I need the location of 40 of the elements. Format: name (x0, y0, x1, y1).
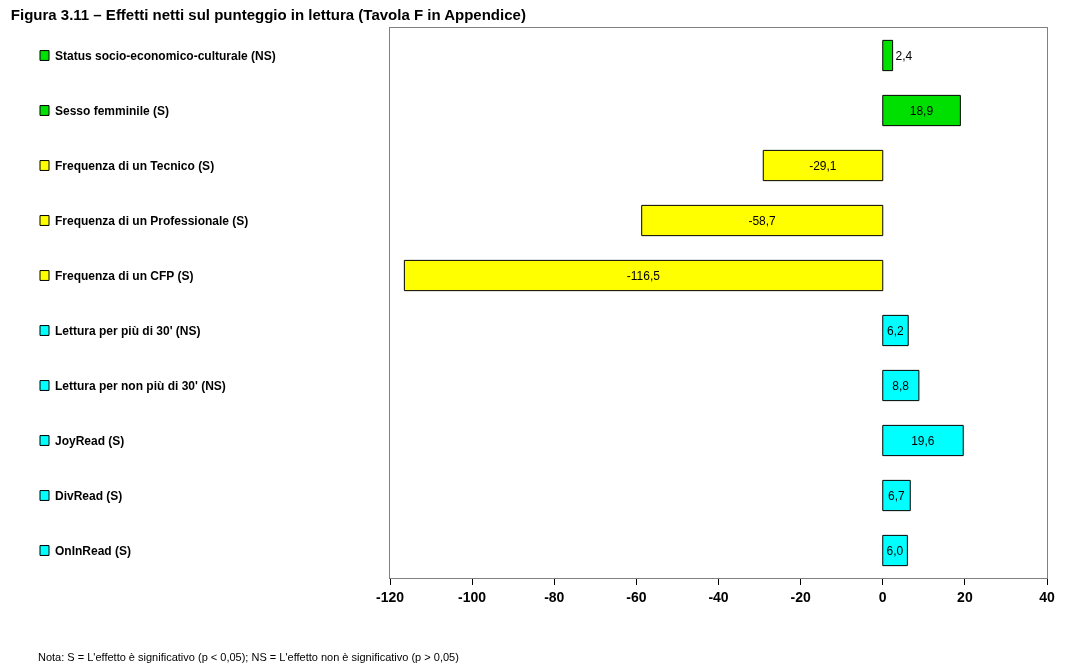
data-label: 8,8 (892, 378, 910, 393)
data-label: 6,7 (888, 488, 906, 503)
x-tick-label: 0 (878, 588, 887, 605)
data-label: 19,6 (911, 433, 935, 448)
y-tick-label: Sesso femminile (S) (55, 104, 170, 118)
y-tick-label: OnInRead (S) (55, 544, 132, 558)
text: Figura 3.11 – Effetti netti sul punteggio in lettura (Tavola F in Appendice) (10, 6, 526, 24)
x-tick-label: -60 (626, 588, 647, 605)
bar (882, 479, 911, 512)
x-tick-label: 20 (957, 588, 973, 605)
bar (641, 204, 884, 237)
y-tick-label: Frequenza di un CFP (S) (55, 269, 194, 283)
x-tick-label: -120 (375, 588, 405, 605)
data-label: -29,1 (809, 158, 837, 173)
x-tick-label: -80 (544, 588, 565, 605)
bar (882, 369, 920, 402)
data-label: -58,7 (748, 213, 777, 228)
bar (882, 424, 964, 457)
x-tick-label: -100 (458, 588, 487, 605)
x-tick-label: -40 (708, 588, 729, 605)
x-tick-label: -20 (790, 588, 811, 605)
data-label: 2,4 (895, 48, 913, 63)
bar (882, 314, 909, 347)
text: Nota: S = L'effetto è significativo (p < 0,05); NS = L'effetto non è significativo (p > 0,05) (38, 651, 459, 663)
data-label: 18,9 (909, 103, 934, 118)
y-tick-label: DivRead (S) (55, 489, 123, 503)
y-tick-label: Lettura per più di 30' (NS) (55, 324, 201, 338)
bar (403, 259, 884, 292)
data-label: -116,5 (626, 268, 661, 283)
data-label: 6,2 (886, 323, 904, 338)
y-tick-label: Status socio-economico-culturale (NS) (55, 49, 276, 63)
bar (882, 39, 894, 72)
data-label: 6,0 (886, 543, 904, 558)
y-tick-label: Frequenza di un Professionale (S) (55, 214, 249, 228)
y-tick-label: JoyRead (S) (55, 434, 125, 448)
y-tick-label: Frequenza di un Tecnico (S) (55, 159, 215, 173)
bar (882, 94, 961, 127)
x-tick-label: 40 (1039, 588, 1055, 605)
y-tick-label: Lettura per non più di 30' (NS) (55, 379, 226, 393)
bar (762, 149, 884, 182)
